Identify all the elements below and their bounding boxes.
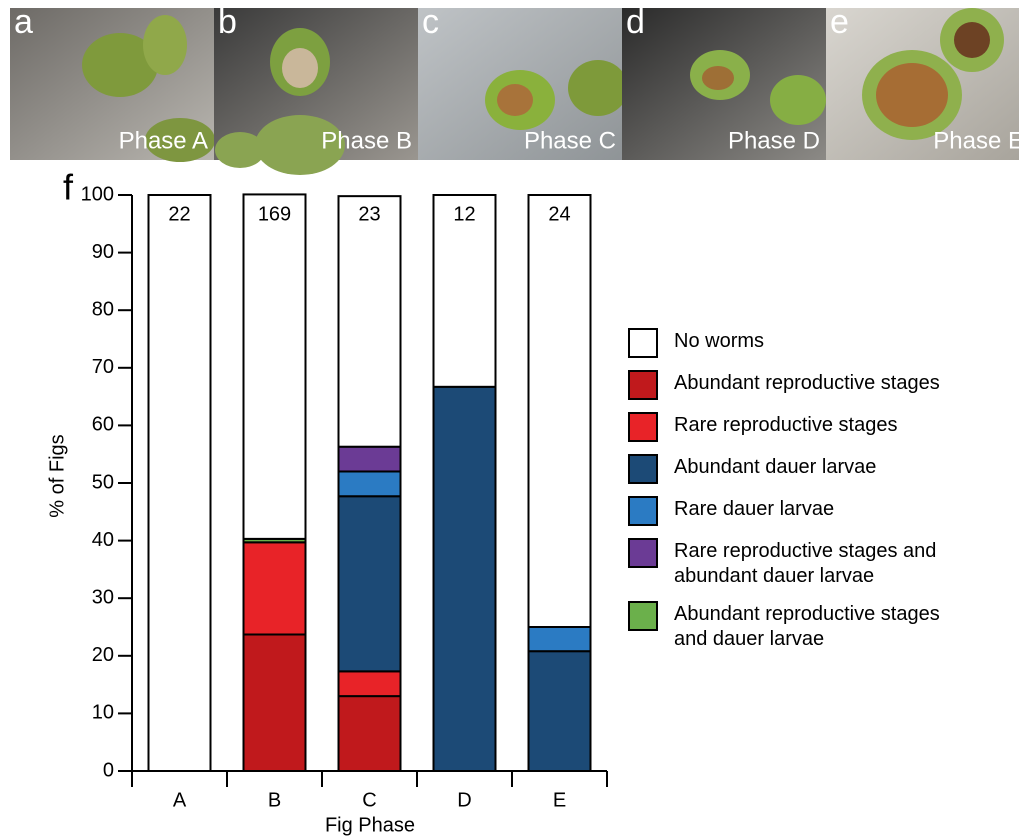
- bar-segment: [337, 495, 402, 673]
- legend-label: Rare dauer larvae: [674, 498, 835, 520]
- photo-label: Phase B: [321, 127, 412, 154]
- y-tick-label: 0: [103, 759, 114, 781]
- x-tick-label: E: [553, 789, 566, 811]
- bar-segment: [337, 670, 402, 698]
- fig-image: [497, 84, 533, 116]
- legend-label: Rare reproductive stages and abundant da…: [674, 540, 937, 587]
- legend-label: Abundant dauer larvae: [674, 456, 877, 478]
- bar-segment: [147, 194, 212, 772]
- fig-image: [282, 48, 318, 88]
- bar-segment: [432, 385, 497, 772]
- photo-letter: d: [626, 3, 645, 41]
- y-tick-label: 30: [92, 586, 114, 608]
- legend-item: Abundant reproductive stages: [628, 370, 959, 400]
- bar-segment: [337, 470, 402, 498]
- photo-label: Phase D: [728, 127, 820, 154]
- bar-segment: [242, 193, 307, 540]
- legend-swatch: [628, 601, 658, 631]
- fig-image: [145, 118, 215, 162]
- legend: No worms Abundant reproductive stages Rare…: [628, 328, 959, 652]
- y-tick-label: 40: [92, 529, 114, 551]
- photo-letter: b: [218, 3, 237, 41]
- photo-label: Phase E: [933, 127, 1019, 154]
- legend-item: Rare dauer larvae: [628, 496, 959, 526]
- bar-segment: [242, 633, 307, 772]
- photo-letter: c: [422, 3, 439, 41]
- legend-item: No worms: [628, 328, 959, 358]
- photo-label: Phase A: [119, 127, 208, 154]
- photo-letter: a: [14, 3, 33, 41]
- count-label: 12: [453, 203, 475, 225]
- fig-image: [215, 132, 265, 168]
- photo-letter: e: [830, 3, 849, 41]
- fig-image: [82, 33, 158, 97]
- legend-swatch: [628, 328, 658, 358]
- y-axis-label: % of Figs: [46, 434, 68, 517]
- bar-segment: [337, 695, 402, 772]
- fig-image: [876, 63, 948, 127]
- y-tick-label: 20: [92, 644, 114, 666]
- y-tick-label: 70: [92, 356, 114, 378]
- count-label: 23: [358, 203, 380, 225]
- fig-image: [255, 115, 345, 175]
- legend-item: Abundant dauer larvae: [628, 454, 959, 484]
- x-tick-label: D: [457, 789, 471, 811]
- bar-segment: [337, 195, 402, 448]
- y-tick-label: 10: [92, 702, 114, 724]
- legend-label: No worms: [674, 330, 765, 352]
- y-tick-label: 80: [92, 298, 114, 320]
- legend-item: Abundant reproductive stages and dauer l…: [628, 601, 959, 652]
- photo-label: Phase C: [524, 127, 616, 154]
- legend-swatch: [628, 370, 658, 400]
- x-tick-label: B: [268, 789, 281, 811]
- fig-image: [143, 15, 187, 75]
- y-tick-label: 60: [92, 414, 114, 436]
- count-label: 24: [548, 203, 570, 225]
- bar-segment: [337, 445, 402, 473]
- panel-letter: f: [63, 167, 74, 208]
- bar-segment: [527, 194, 592, 628]
- fig-image: [954, 22, 990, 58]
- legend-item: Rare reproductive stages: [628, 412, 959, 442]
- bar-segment: [242, 541, 307, 636]
- x-tick-label: C: [362, 789, 376, 811]
- legend-swatch: [628, 496, 658, 526]
- fig-image: [702, 66, 734, 90]
- bar-segment: [432, 194, 497, 388]
- y-tick-label: 100: [81, 183, 114, 205]
- fig-image: [568, 60, 628, 116]
- legend-swatch: [628, 412, 658, 442]
- legend-item: Rare reproductive stages and abundant da…: [628, 538, 959, 589]
- x-tick-label: A: [173, 789, 187, 811]
- fig-image: [770, 75, 826, 125]
- photo-strip: [10, 8, 1019, 175]
- legend-label: Abundant reproductive stages and dauer l…: [674, 603, 940, 650]
- legend-swatch: [628, 538, 658, 568]
- count-label: 169: [258, 203, 291, 225]
- y-tick-label: 90: [92, 241, 114, 263]
- legend-label: Rare reproductive stages: [674, 414, 898, 436]
- count-label: 22: [168, 203, 190, 225]
- bar-segment: [527, 650, 592, 773]
- legend-swatch: [628, 454, 658, 484]
- bar-segment: [527, 626, 592, 653]
- y-tick-label: 50: [92, 471, 114, 493]
- x-axis-label: Fig Phase: [325, 814, 415, 836]
- legend-label: Abundant reproductive stages: [674, 372, 940, 394]
